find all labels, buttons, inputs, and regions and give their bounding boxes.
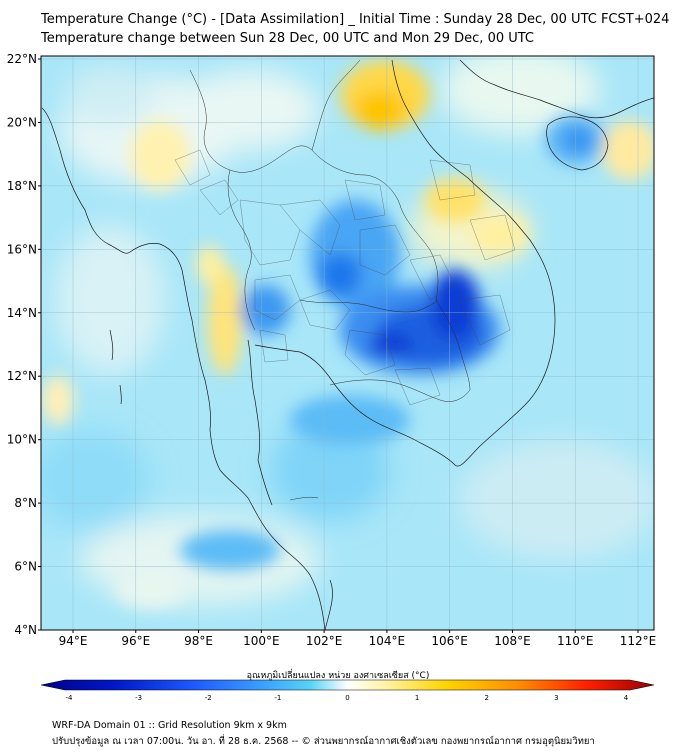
colorbar-tick-label: 2 [485, 694, 489, 702]
lon-label: 102°E [306, 634, 343, 648]
graticule [41, 56, 654, 630]
province-borders [174, 149, 516, 406]
map-frame [40, 55, 655, 631]
lat-label: 22°N [7, 52, 37, 66]
colorbar-tick-label: -4 [66, 694, 74, 702]
lon-label: 96°E [121, 634, 150, 648]
coastlines [41, 59, 654, 630]
colorbar-tick-label: 4 [624, 694, 629, 702]
colorbar-tick-label: -2 [205, 694, 212, 702]
lat-label: 8°N [14, 496, 37, 510]
lon-label: 106°E [431, 634, 468, 648]
country-borders [189, 59, 471, 501]
lat-label: 16°N [7, 242, 37, 256]
lat-label: 20°N [7, 115, 37, 129]
lat-label: 18°N [7, 179, 37, 193]
temperature-field [41, 56, 654, 630]
colorbar-tick-label: 0 [345, 694, 349, 702]
colorbar-tick-label: -3 [135, 694, 142, 702]
footer-update-info: ปรับปรุงข้อมูล ณ เวลา 07:00น. วัน อา. ที… [52, 736, 595, 747]
lat-label: 14°N [7, 306, 37, 320]
lon-label: 98°E [184, 634, 213, 648]
colorbar-tick-label: -1 [274, 694, 281, 702]
lon-label: 110°E [557, 634, 594, 648]
lon-label: 100°E [243, 634, 280, 648]
footer-grid-info: WRF-DA Domain 01 :: Grid Resolution 9km … [52, 720, 287, 731]
colorbar: -4 -3 -2 -1 0 1 2 3 4 [40, 679, 655, 702]
colorbar-tick-label: 3 [554, 694, 558, 702]
longitude-axis: 94°E 96°E 98°E 100°E 102°E 104°E 106°E 108°E 110… [59, 630, 657, 648]
latitude-axis: 22°N 20°N 18°N 16°N 14°N 12°N 10°N 8°N 6°N 4°N [7, 52, 41, 637]
lat-label: 10°N [7, 433, 37, 447]
lon-label: 112°E [620, 634, 657, 648]
colorbar-bar [40, 679, 655, 691]
colorbar-label: อุณหภูมิเปลี่ยนแปลง หน่วย องศาเซลเซียส (… [246, 671, 430, 681]
lat-label: 6°N [14, 560, 37, 574]
map-subtitle: Temperature change between Sun 28 Dec, 0… [41, 31, 535, 46]
lat-label: 12°N [7, 369, 37, 383]
lon-label: 104°E [369, 634, 406, 648]
map-title: Temperature Change (°C) - [Data Assimila… [41, 12, 670, 27]
lon-label: 108°E [494, 634, 531, 648]
colorbar-tick-label: 1 [415, 694, 419, 702]
lon-label: 94°E [59, 634, 88, 648]
lat-label: 4°N [14, 623, 37, 637]
